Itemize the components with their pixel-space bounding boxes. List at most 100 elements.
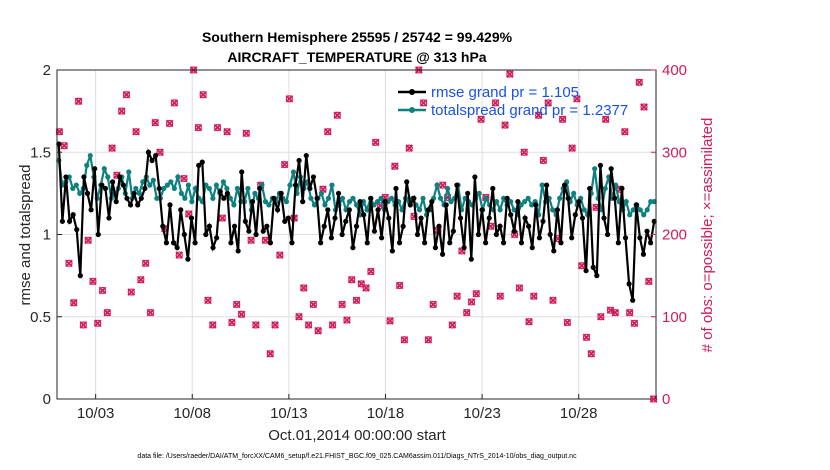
- x-ticks: 10/03 10/08 10/13 10/18 10/23 10/28: [77, 394, 597, 422]
- rmse-point: [160, 223, 166, 229]
- obs-assimilated-marker: [165, 119, 174, 128]
- obs-possible-marker: [448, 321, 456, 329]
- totalspread-point: [374, 199, 381, 205]
- rmse-point: [346, 207, 352, 213]
- obs-possible-marker: [55, 128, 63, 136]
- rmse-point: [361, 212, 367, 218]
- rmse-point: [174, 245, 180, 251]
- obs-assimilated-marker: [606, 306, 615, 315]
- obs-assimilated-marker: [621, 127, 629, 136]
- obs-assimilated-marker: [65, 259, 73, 268]
- totalspread-point: [168, 179, 174, 185]
- obs-assimilated-marker: [529, 292, 538, 301]
- totalspread-point: [185, 182, 191, 188]
- obs-possible-marker: [285, 95, 294, 103]
- rmse-point: [371, 228, 378, 234]
- totalspread-point: [416, 207, 423, 213]
- rmse-point: [364, 240, 370, 246]
- obs-assimilated-marker: [141, 259, 150, 268]
- rmse-point: [522, 215, 528, 221]
- rmse-point: [393, 185, 399, 192]
- rmse-point: [457, 215, 464, 221]
- totalspread-point: [84, 162, 90, 169]
- totalspread-point: [308, 195, 314, 201]
- obs-possible-marker: [146, 309, 155, 317]
- x-tick-label: 10/08: [173, 405, 211, 422]
- obs-assimilated-marker: [438, 181, 447, 189]
- obs-assimilated-marker: [271, 321, 279, 329]
- rmse-point: [443, 202, 449, 208]
- rmse-point: [382, 199, 388, 205]
- y-tick-label-right: 0: [662, 391, 670, 408]
- rmse-point: [450, 228, 456, 234]
- obs-assimilated-marker: [146, 308, 155, 317]
- legend-label-spread: totalspread grand pr = 1.2377: [431, 102, 628, 119]
- totalspread-point: [378, 195, 384, 201]
- rmse-point: [565, 195, 571, 201]
- rmse-point: [511, 228, 517, 234]
- rmse-point: [533, 202, 539, 208]
- rmse-point: [310, 174, 317, 180]
- obs-possible-marker: [300, 284, 308, 292]
- y-axis-label-right: # of obs: o=possible; ×=assimilated: [699, 118, 716, 353]
- obs-assimilated-marker: [343, 316, 351, 324]
- obs-assimilated-marker: [582, 333, 591, 342]
- obs-assimilated-marker: [506, 70, 514, 78]
- obs-possible-marker: [477, 115, 485, 123]
- rmse-point: [235, 248, 241, 254]
- obs-assimilated-marker: [640, 103, 648, 111]
- obs-assimilated-marker: [472, 289, 481, 298]
- rmse-point: [192, 240, 198, 246]
- obs-possible-marker: [602, 115, 610, 123]
- totalspread-point: [231, 202, 237, 208]
- rmse-point: [493, 231, 499, 238]
- totalspread-point: [164, 182, 170, 188]
- rmse-point: [203, 231, 209, 238]
- totalspread-point: [325, 195, 332, 201]
- obs-possible-marker: [166, 119, 174, 128]
- totalspread-point: [346, 199, 353, 205]
- chart-title-line-1: Southern Hemisphere 25595 / 25742 = 99.4…: [202, 29, 513, 45]
- rmse-point: [228, 240, 234, 246]
- rmse-point: [339, 231, 345, 238]
- totalspread-point: [178, 190, 184, 196]
- totalspread-point: [557, 195, 563, 201]
- rmse-point: [465, 190, 471, 196]
- totalspread-point: [602, 185, 608, 192]
- totalspread-point: [508, 199, 514, 205]
- totalspread-point: [245, 185, 251, 192]
- totalspread-point: [175, 174, 181, 180]
- obs-assimilated-marker: [501, 121, 509, 129]
- obs-possible-marker: [515, 284, 524, 292]
- rmse-point: [536, 235, 543, 241]
- x-tick-label: 10/03: [77, 405, 115, 422]
- rmse-point: [375, 207, 381, 213]
- obs-possible-marker: [118, 107, 126, 115]
- rmse-point: [590, 264, 596, 270]
- obs-assimilated-marker: [304, 321, 313, 329]
- rmse-point: [404, 179, 410, 185]
- obs-possible-marker: [348, 276, 356, 284]
- obs-possible-marker: [424, 336, 432, 344]
- obs-possible-marker: [372, 138, 380, 146]
- rmse-point: [500, 240, 507, 246]
- obs-possible-marker: [70, 299, 78, 307]
- rmse-point: [321, 223, 327, 229]
- totalspread-point: [339, 195, 346, 201]
- obs-possible-marker: [132, 128, 140, 136]
- rmse-point: [343, 218, 349, 224]
- rmse-point: [188, 215, 195, 221]
- obs-assimilated-marker: [199, 90, 207, 99]
- obs-possible-marker: [94, 319, 102, 327]
- rmse-point: [117, 174, 123, 180]
- y-ticks-left: 0 0.5 1 1.5 2: [30, 62, 62, 408]
- obs-possible-marker: [472, 290, 480, 298]
- totalspread-point: [210, 195, 216, 201]
- obs-assimilated-marker: [611, 308, 620, 317]
- obs-possible-marker: [175, 251, 183, 259]
- footnote-data-file: data file: /Users/raeder/DAI/ATM_forcXX/…: [137, 453, 577, 460]
- obs-assimilated-marker: [79, 321, 88, 329]
- obs-assimilated-marker: [103, 308, 112, 317]
- rmse-point: [81, 174, 87, 180]
